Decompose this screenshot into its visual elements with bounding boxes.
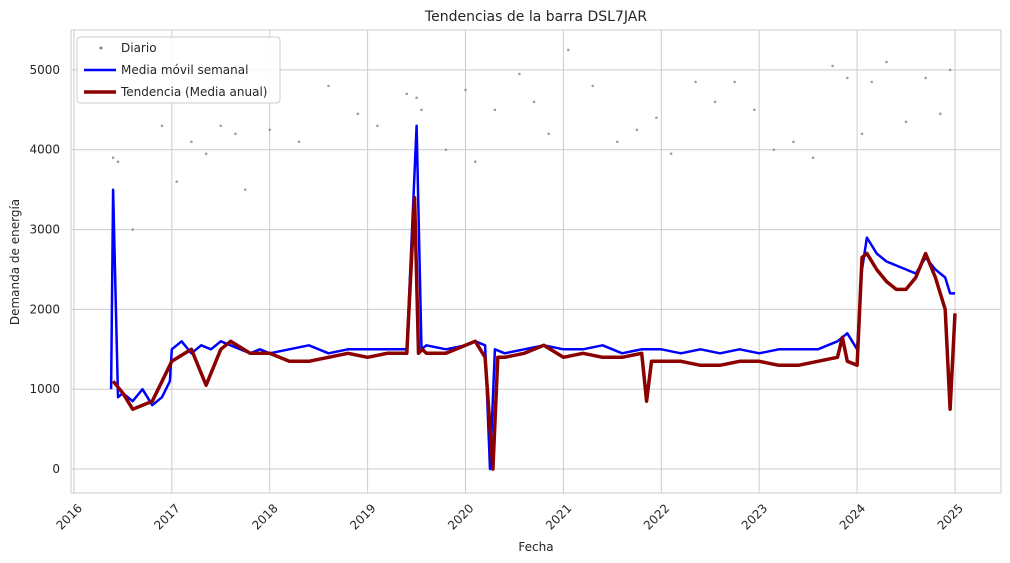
scatter-point	[772, 148, 776, 152]
y-tick-label: 5000	[29, 63, 60, 77]
scatter-point	[131, 228, 134, 231]
scatter-point	[860, 132, 864, 136]
scatter-point	[948, 68, 952, 72]
scatter-point	[243, 188, 247, 191]
grid	[71, 30, 1001, 493]
scatter-point	[939, 112, 942, 116]
y-tick-label: 0	[52, 462, 60, 476]
series-1	[111, 48, 952, 231]
y-tick-label: 4000	[29, 143, 60, 157]
legend-label-weekly: Media móvil semanal	[121, 63, 248, 77]
scatter-point	[116, 160, 120, 164]
scatter-point	[415, 96, 418, 100]
series-3	[111, 195, 957, 471]
scatter-point	[444, 148, 448, 152]
series-line	[111, 195, 957, 471]
scatter-point	[846, 76, 849, 80]
x-axis-label: Fecha	[518, 540, 553, 554]
y-tick-label: 3000	[29, 223, 60, 237]
scatter-point	[635, 128, 639, 132]
scatter-point	[376, 124, 379, 128]
scatter-point	[733, 80, 737, 84]
scatter-point	[713, 100, 717, 104]
y-tick-label: 1000	[29, 382, 60, 396]
scatter-point	[204, 152, 208, 156]
scatter-point	[591, 84, 595, 88]
scatter-point	[811, 156, 815, 160]
scatter-point	[268, 128, 272, 132]
legend-marker-daily	[99, 46, 103, 50]
scatter-point	[870, 80, 874, 84]
scatter-point	[567, 48, 570, 52]
scatter-point	[694, 80, 697, 84]
scatter-point	[111, 156, 115, 160]
y-axis: 0 1000 2000 3000 4000 5000	[29, 63, 60, 476]
legend: Diario Media móvil semanal Tendencia (Me…	[76, 36, 281, 104]
y-tick-label: 2000	[29, 302, 60, 316]
scatter-point	[615, 140, 619, 144]
scatter-point	[175, 180, 179, 183]
scatter-point	[405, 92, 409, 96]
scatter-point	[190, 140, 193, 144]
scatter-point	[160, 124, 164, 128]
scatter-point	[885, 60, 888, 64]
legend-box	[76, 36, 281, 104]
scatter-point	[219, 124, 223, 128]
scatter-point	[297, 140, 301, 144]
scatter-point	[924, 76, 927, 80]
scatter-point	[532, 100, 536, 104]
chart-title: Tendencias de la barra DSL7JAR	[424, 9, 647, 25]
scatter-point	[831, 64, 834, 68]
scatter-point	[547, 132, 551, 136]
plot-area	[70, 29, 1002, 494]
scatter-point	[420, 108, 423, 112]
scatter-point	[474, 160, 477, 164]
legend-label-trend: Tendencia (Media anual)	[120, 85, 267, 99]
scatter-point	[327, 84, 330, 88]
scatter-point	[669, 152, 673, 156]
scatter-point	[753, 108, 756, 112]
scatter-point	[518, 72, 521, 76]
scatter-point	[464, 88, 467, 92]
scatter-point	[655, 116, 658, 120]
y-axis-label: Demanda de energía	[8, 199, 22, 325]
scatter-point	[904, 120, 908, 124]
scatter-point	[356, 112, 360, 116]
scatter-point	[234, 132, 237, 136]
scatter-point	[493, 108, 497, 112]
series-layer	[109, 48, 957, 471]
legend-label-daily: Diario	[121, 41, 157, 55]
scatter-point	[792, 140, 795, 144]
